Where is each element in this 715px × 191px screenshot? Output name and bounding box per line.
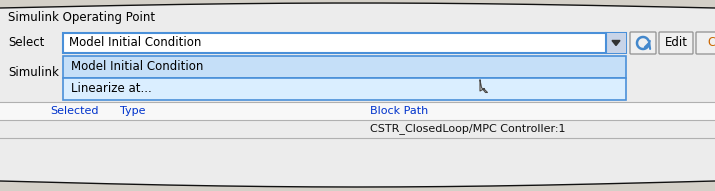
Text: CSTR_ClosedLoop/MPC Controller:1: CSTR_ClosedLoop/MPC Controller:1	[370, 124, 566, 134]
Text: Edit: Edit	[664, 36, 688, 49]
Text: Selected: Selected	[50, 106, 99, 116]
FancyBboxPatch shape	[63, 56, 626, 78]
Polygon shape	[0, 3, 715, 187]
Text: Model Initial Condition: Model Initial Condition	[71, 61, 203, 74]
FancyBboxPatch shape	[659, 32, 693, 54]
Text: Block Path: Block Path	[370, 106, 428, 116]
FancyBboxPatch shape	[630, 32, 656, 54]
Text: Model Initial Condition: Model Initial Condition	[69, 36, 202, 49]
Text: Linearize at...: Linearize at...	[71, 83, 152, 96]
Polygon shape	[480, 80, 488, 92]
FancyBboxPatch shape	[606, 33, 626, 53]
FancyBboxPatch shape	[0, 102, 715, 120]
Text: Create: Create	[707, 36, 715, 49]
Polygon shape	[612, 40, 620, 45]
FancyBboxPatch shape	[63, 33, 626, 53]
FancyBboxPatch shape	[696, 32, 715, 54]
Text: Simulink: Simulink	[8, 66, 59, 79]
Text: Select: Select	[8, 36, 44, 49]
Text: Simulink Operating Point: Simulink Operating Point	[8, 11, 155, 23]
FancyBboxPatch shape	[63, 78, 626, 100]
Text: Type: Type	[120, 106, 145, 116]
